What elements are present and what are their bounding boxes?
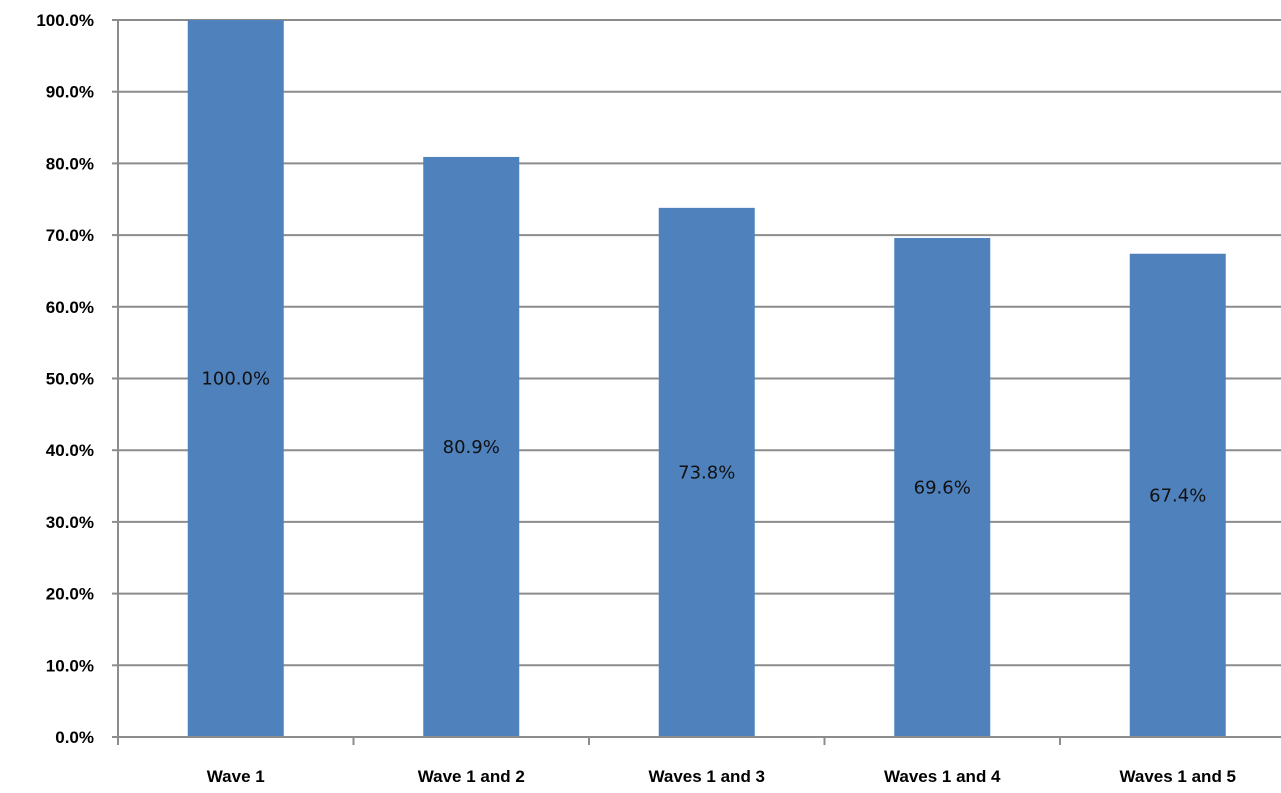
y-tick-label: 90.0%: [46, 83, 94, 102]
data-labels: 100.0% 80.9% 73.8% 69.6% 67.4%: [201, 369, 1206, 507]
y-tick-label: 50.0%: [46, 370, 94, 389]
y-tick-label: 80.0%: [46, 154, 94, 173]
bar: [1129, 253, 1226, 737]
data-label: 67.4%: [1149, 485, 1206, 506]
y-tick-label: 0.0%: [55, 728, 94, 747]
y-axis-tick-labels: 0.0% 10.0% 20.0% 30.0% 40.0% 50.0% 60.0% 70.0% 8…: [36, 11, 94, 747]
bar: [423, 156, 520, 737]
y-tick-label: 70.0%: [46, 226, 94, 245]
y-tick-label: 40.0%: [46, 441, 94, 460]
x-tick-label: Waves 1 and 5: [1119, 767, 1236, 786]
axes: [112, 19, 1281, 745]
y-tick-label: 100.0%: [36, 11, 94, 30]
bars: [187, 20, 1226, 737]
x-tick-label: Waves 1 and 4: [884, 767, 1001, 786]
y-tick-label: 20.0%: [46, 585, 94, 604]
bar: [187, 20, 284, 737]
x-tick-label: Waves 1 and 3: [648, 767, 765, 786]
x-tick-label: Wave 1: [207, 767, 265, 786]
y-tick-label: 30.0%: [46, 513, 94, 532]
x-tick-label: Wave 1 and 2: [418, 767, 525, 786]
y-tick-label: 10.0%: [46, 656, 94, 675]
bar: [658, 207, 755, 737]
data-label: 73.8%: [678, 462, 735, 483]
x-axis-tick-labels: Wave 1 Wave 1 and 2 Waves 1 and 3 Waves 1 a…: [207, 767, 1236, 786]
data-label: 100.0%: [201, 369, 270, 390]
data-label: 69.6%: [914, 477, 971, 498]
bar: [894, 237, 991, 737]
data-label: 80.9%: [443, 437, 500, 458]
y-tick-label: 60.0%: [46, 298, 94, 317]
